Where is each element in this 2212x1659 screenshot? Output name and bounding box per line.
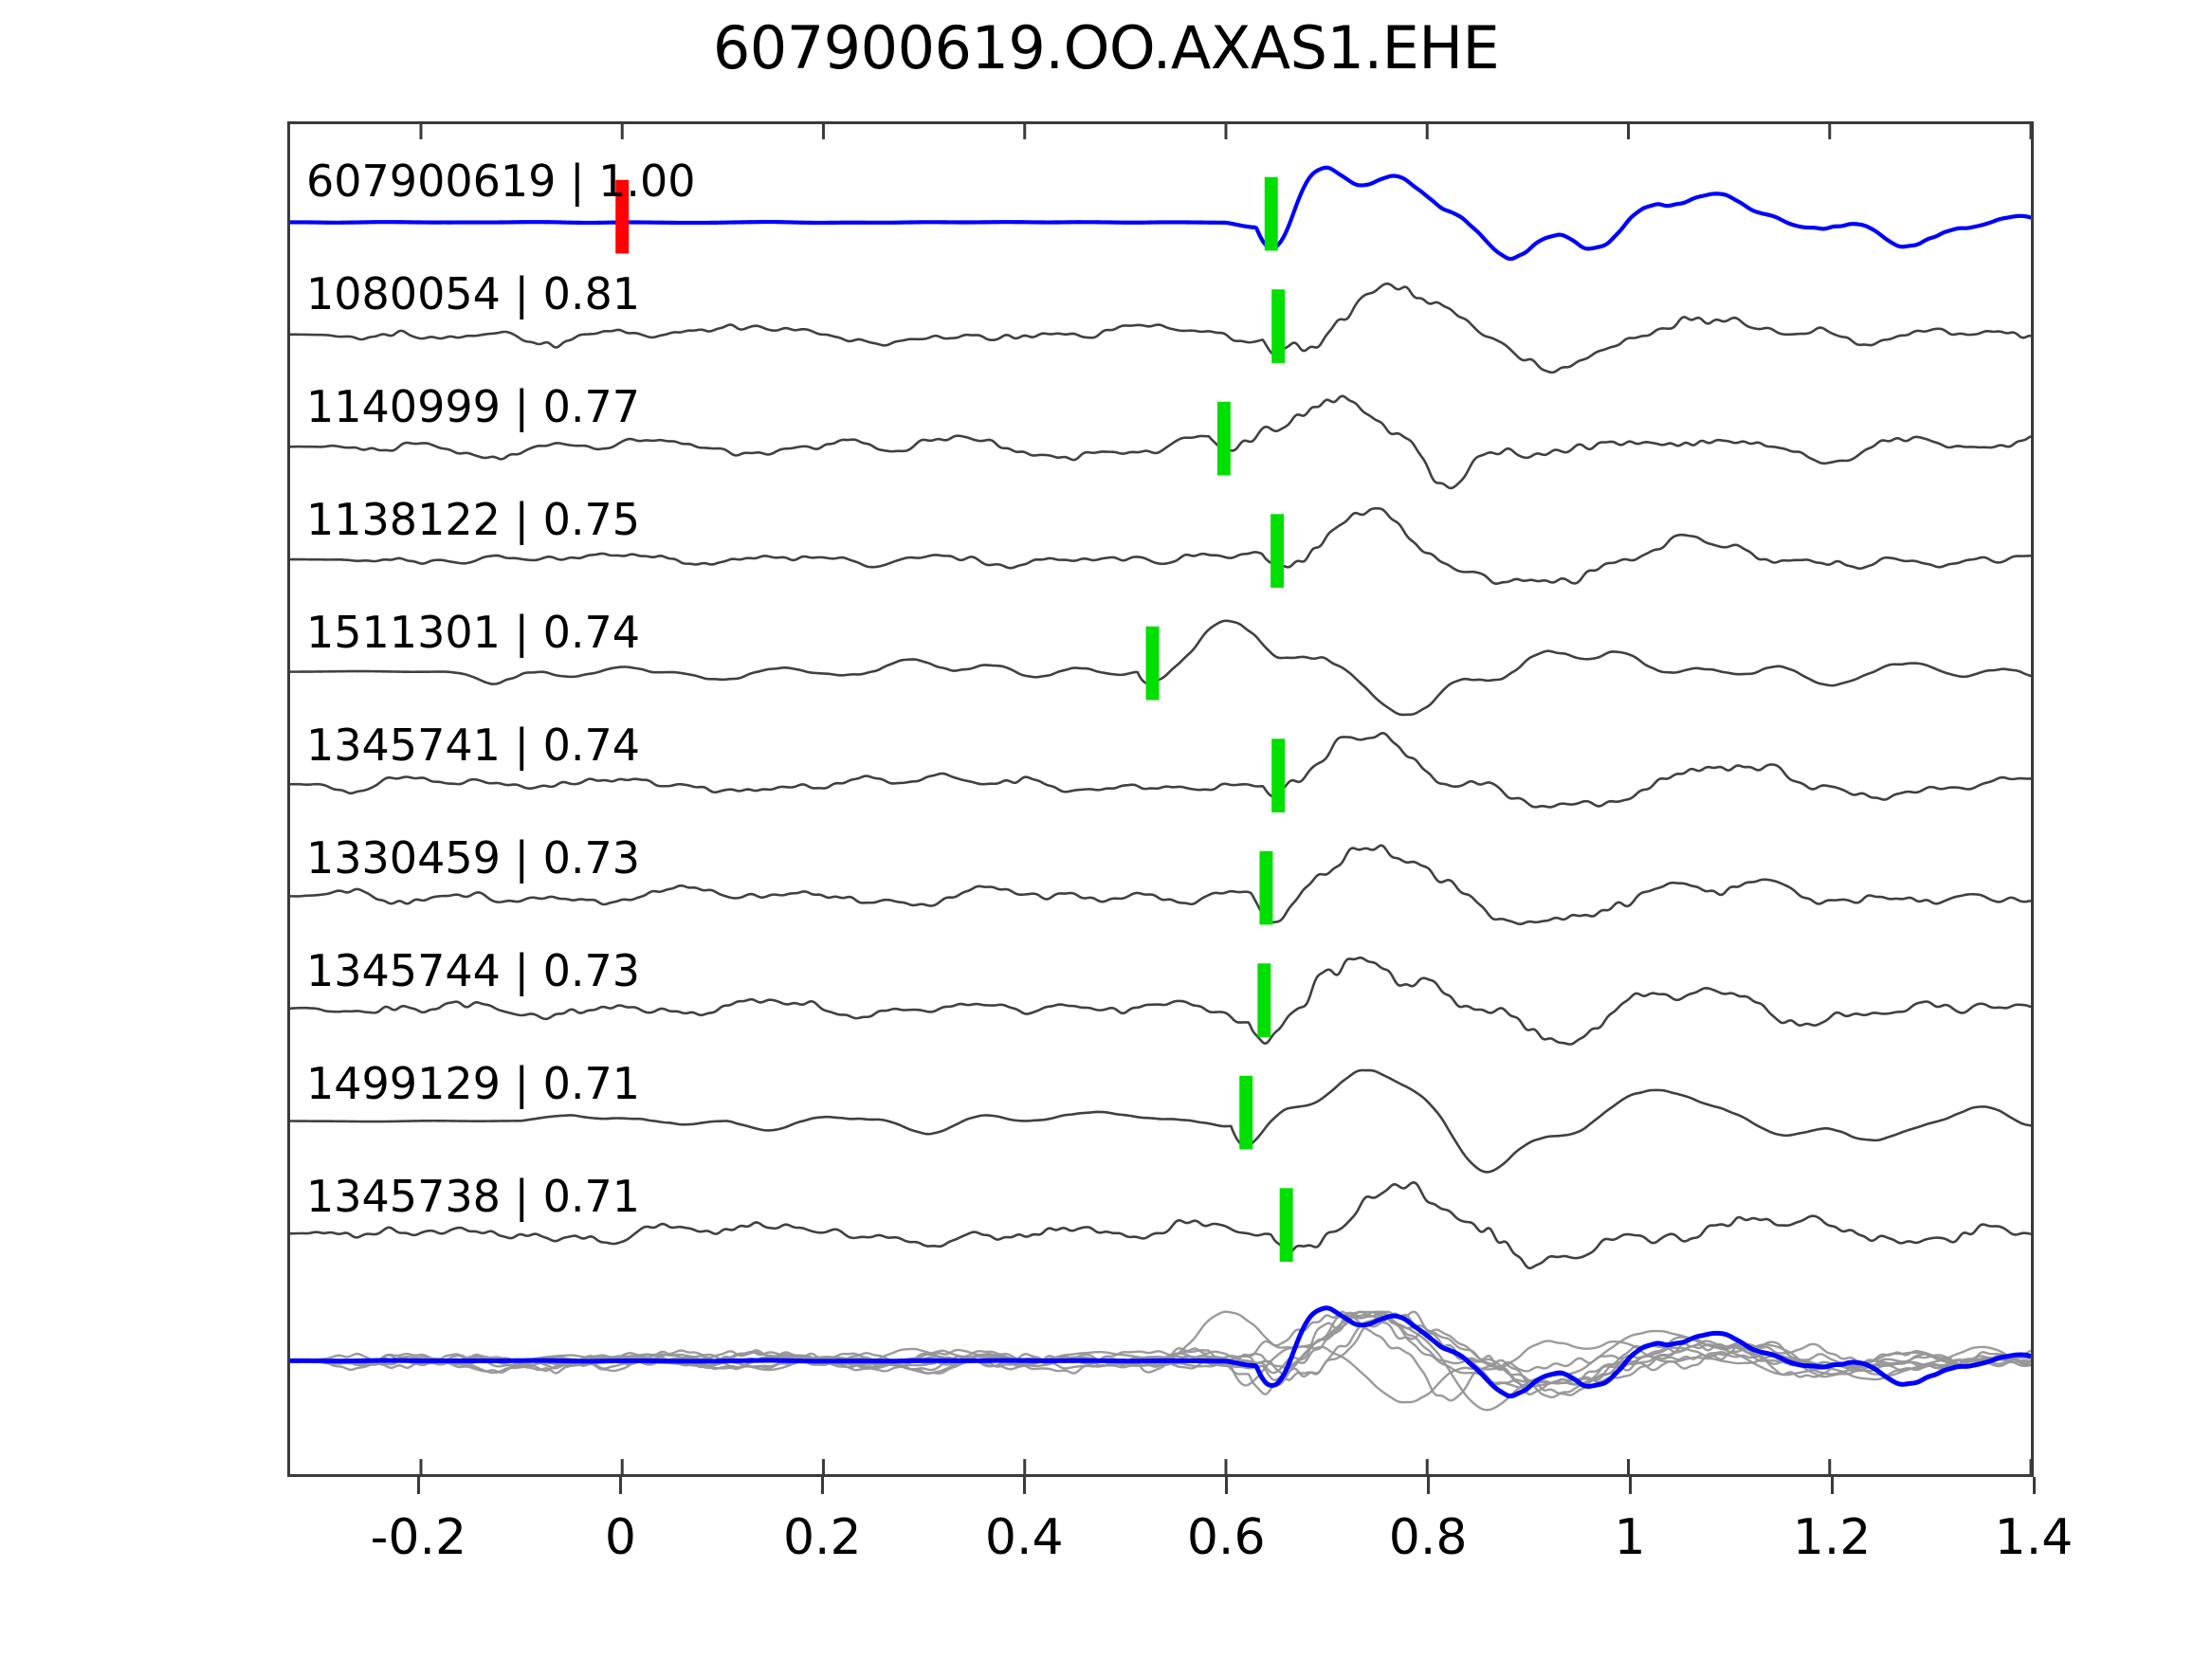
x-tick-label: 0.8 bbox=[1388, 1509, 1468, 1566]
waveform-trace-1138122 bbox=[290, 506, 2031, 585]
waveform-trace-1080054 bbox=[290, 282, 2031, 374]
detection-pick-marker-607900619 bbox=[1264, 176, 1278, 251]
x-tick bbox=[1830, 1477, 1834, 1494]
waveform-trace-1140999 bbox=[290, 394, 2031, 490]
trace-label-1140999: 1140999 | 0.77 bbox=[306, 381, 641, 432]
detection-pick-marker-1140999 bbox=[1216, 401, 1231, 476]
x-tick bbox=[618, 1477, 622, 1494]
waveform-trace-1345744 bbox=[290, 957, 2031, 1046]
detection-pick-marker-1080054 bbox=[1271, 289, 1286, 363]
x-tick bbox=[820, 1477, 824, 1494]
x-tick-label: 1.4 bbox=[1994, 1509, 2074, 1566]
x-tick-label: -0.2 bbox=[370, 1509, 467, 1566]
waveform-trace-1345738 bbox=[290, 1181, 2031, 1270]
waveform-trace-1499129 bbox=[290, 1068, 2031, 1174]
x-tick bbox=[2032, 1477, 2036, 1494]
trace-label-1080054: 1080054 | 0.81 bbox=[306, 268, 641, 319]
page-title: 607900619.OO.AXAS1.EHE bbox=[712, 13, 1500, 82]
x-tick-label: 0.2 bbox=[782, 1509, 862, 1566]
detection-pick-marker-1499129 bbox=[1239, 1075, 1253, 1150]
x-tick-label: 1.2 bbox=[1792, 1509, 1872, 1566]
waveform-trace-1345741 bbox=[290, 731, 2031, 809]
waveform-trace-1511301 bbox=[290, 619, 2031, 717]
x-tick bbox=[416, 1477, 420, 1494]
detection-pick-marker-1330459 bbox=[1259, 850, 1273, 925]
waveform-trace-1330459 bbox=[290, 844, 2031, 925]
trace-label-1345738: 1345738 | 0.71 bbox=[306, 1171, 641, 1222]
trace-label-1345744: 1345744 | 0.73 bbox=[306, 945, 641, 996]
trace-label-1511301: 1511301 | 0.74 bbox=[306, 607, 641, 658]
x-tick-label: 1 bbox=[1614, 1509, 1646, 1566]
x-tick bbox=[1628, 1477, 1632, 1494]
detection-pick-marker-1345738 bbox=[1279, 1188, 1293, 1262]
trace-label-1138122: 1138122 | 0.75 bbox=[306, 494, 641, 545]
waveform-svg bbox=[290, 124, 2031, 1474]
x-tick-label: 0.4 bbox=[984, 1509, 1064, 1566]
waveform-trace-607900619 bbox=[290, 165, 2031, 262]
trace-label-607900619: 607900619 | 1.00 bbox=[306, 155, 696, 207]
stack-overlay-trace bbox=[290, 1310, 2031, 1389]
trace-label-1499129: 1499129 | 0.71 bbox=[306, 1058, 641, 1109]
trace-label-1330459: 1330459 | 0.73 bbox=[306, 832, 641, 884]
x-tick-label: 0.6 bbox=[1186, 1509, 1266, 1566]
x-tick bbox=[1426, 1477, 1430, 1494]
waveform-plot-frame bbox=[287, 121, 2034, 1477]
template-pick-marker bbox=[615, 179, 630, 254]
x-tick bbox=[1022, 1477, 1026, 1494]
stack-template-trace bbox=[290, 1305, 2031, 1399]
detection-pick-marker-1138122 bbox=[1271, 514, 1285, 588]
x-tick bbox=[1224, 1477, 1228, 1494]
detection-pick-marker-1511301 bbox=[1145, 626, 1160, 701]
detection-pick-marker-1345741 bbox=[1271, 738, 1286, 812]
x-tick-label: 0 bbox=[604, 1509, 636, 1566]
detection-pick-marker-1345744 bbox=[1257, 963, 1271, 1037]
trace-label-1345741: 1345741 | 0.74 bbox=[306, 720, 641, 771]
